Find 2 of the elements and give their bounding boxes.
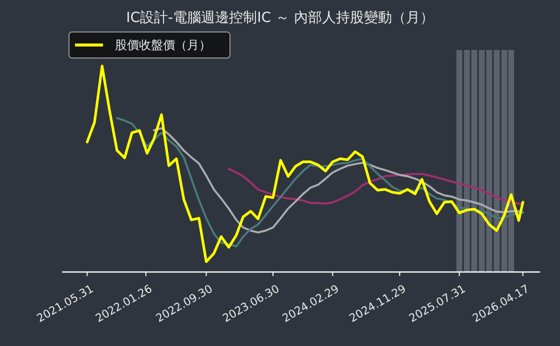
legend-label: 股價收盤價（月）: [115, 38, 211, 52]
chart-title: IC設計-電腦週邊控制IC ～ 內部人持股變動（月）: [126, 10, 434, 26]
